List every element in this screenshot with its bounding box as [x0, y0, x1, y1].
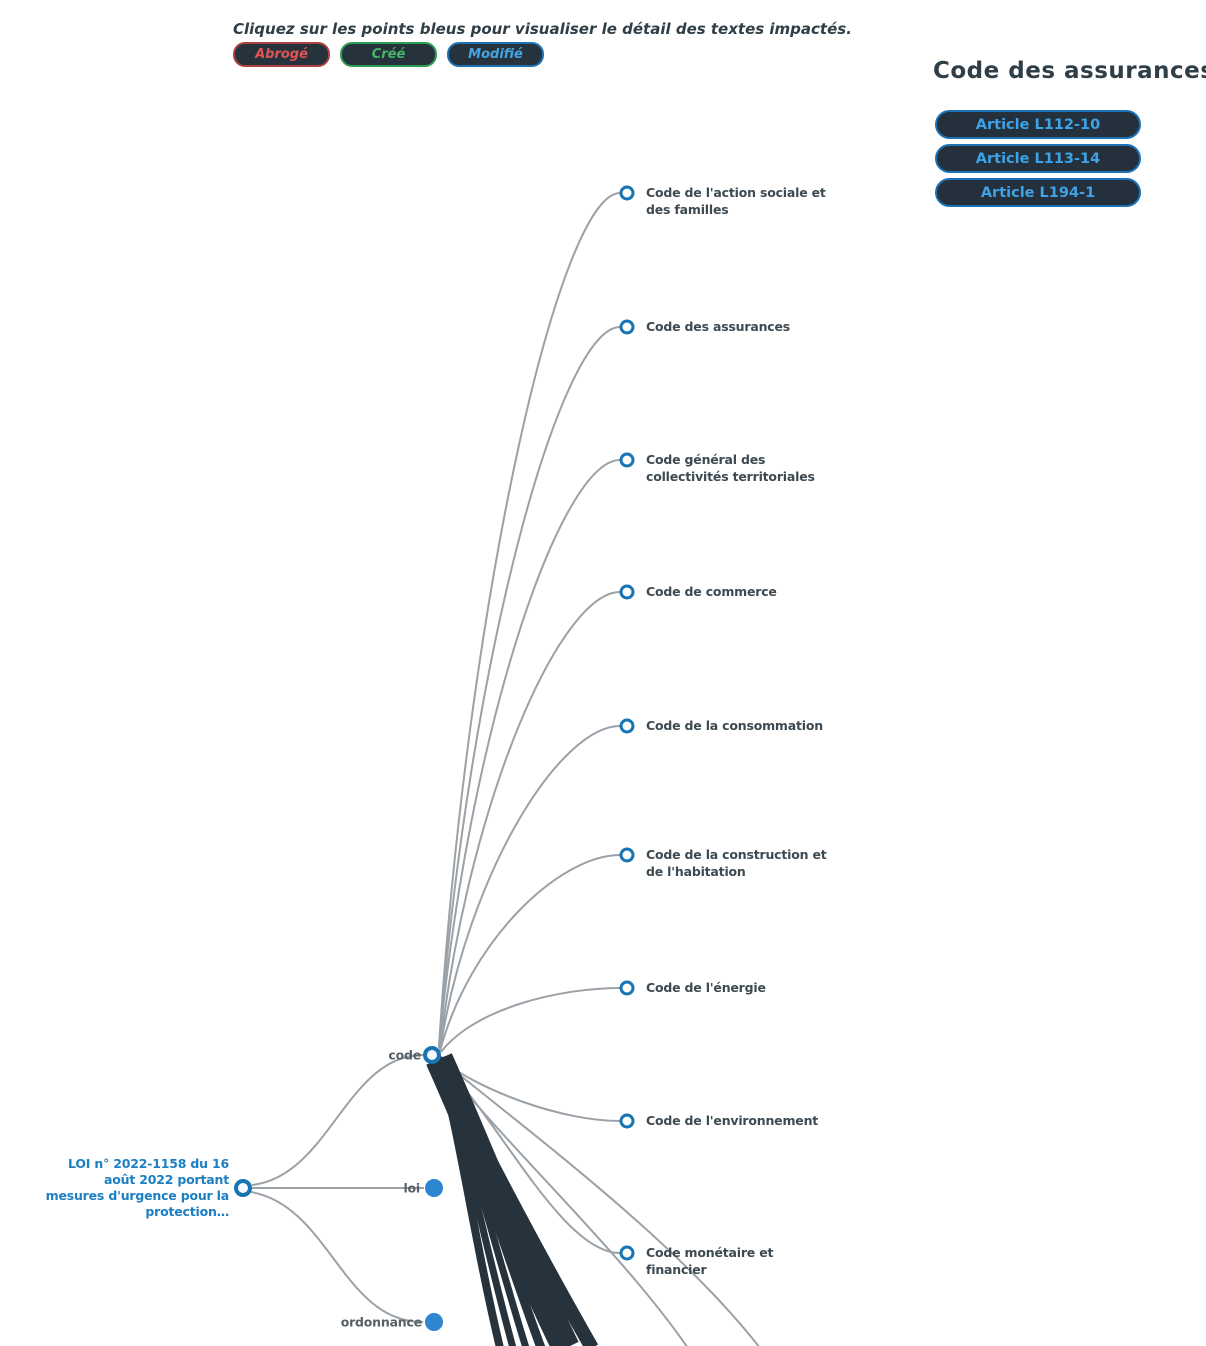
- leaf-label: Code monétaire et financier: [646, 1245, 774, 1277]
- edge-offscreen: [440, 1059, 760, 1346]
- leaf-label: Code de l'action sociale et des familles: [646, 185, 826, 217]
- branch-label-ordonnance: ordonnance: [340, 1314, 423, 1330]
- branch-node-ordonnance[interactable]: [425, 1313, 443, 1331]
- leaf-node[interactable]: [619, 185, 635, 201]
- panel-title: Code des assurances: [933, 58, 1206, 84]
- edge-bundle: [426, 1053, 599, 1346]
- root-node[interactable]: [234, 1179, 252, 1197]
- leaf-label: Code de l'énergie: [646, 980, 766, 995]
- branch-node-code[interactable]: [423, 1046, 441, 1064]
- legend: Abrogé Créé Modifié: [233, 42, 544, 67]
- leaf-label: Code de l'environnement: [646, 1113, 819, 1128]
- legend-cree-button[interactable]: Créé: [340, 42, 437, 67]
- edge-code-leaf: [438, 192, 621, 1047]
- leaf-node[interactable]: [619, 980, 635, 996]
- leaf-node[interactable]: [619, 718, 635, 734]
- leaf-node[interactable]: [619, 1245, 635, 1261]
- edge-code-leaf: [439, 725, 621, 1051]
- leaf-label: Code général des collectivités territori…: [646, 452, 815, 484]
- leaf-label: Code de la consommation: [646, 718, 823, 733]
- legend-abroge-button[interactable]: Abrogé: [233, 42, 330, 67]
- edge-code-leaf: [438, 326, 621, 1048]
- leaf-label: Code de la construction et de l'habitati…: [646, 847, 827, 879]
- leaf-node[interactable]: [619, 584, 635, 600]
- edge-code-leaf: [438, 459, 621, 1049]
- leaf-node[interactable]: [619, 319, 635, 335]
- edge-code-leaf: [439, 854, 621, 1052]
- edge-group: [250, 192, 760, 1346]
- leaf-node[interactable]: [619, 452, 635, 468]
- instruction-text: Cliquez sur les points bleus pour visual…: [233, 20, 852, 38]
- branch-label-code: code: [388, 1047, 421, 1063]
- branch-node-loi[interactable]: [425, 1179, 443, 1197]
- edge-code-leaf: [439, 591, 621, 1050]
- article-button[interactable]: Article L113-14: [935, 144, 1141, 173]
- article-button[interactable]: Article L112-10: [935, 110, 1141, 139]
- edge-code-leaf: [440, 987, 621, 1053]
- article-button[interactable]: Article L194-1: [935, 178, 1141, 207]
- leaf-label: Code de commerce: [646, 584, 777, 599]
- leaf-node[interactable]: [619, 1113, 635, 1129]
- article-list: Article L112-10 Article L113-14 Article …: [935, 110, 1141, 207]
- leaf-node[interactable]: [619, 847, 635, 863]
- leaf-label: Code des assurances: [646, 319, 790, 334]
- edge-root-code: [251, 1054, 424, 1186]
- legend-modifie-button[interactable]: Modifié: [447, 42, 544, 67]
- edge-bundle-band: [432, 1055, 599, 1346]
- edge-root-ordonnance: [250, 1191, 424, 1323]
- root-label: LOI n° 2022-1158 du 16 août 2022 portant…: [45, 1156, 230, 1219]
- branch-label-loi: loi: [403, 1180, 420, 1196]
